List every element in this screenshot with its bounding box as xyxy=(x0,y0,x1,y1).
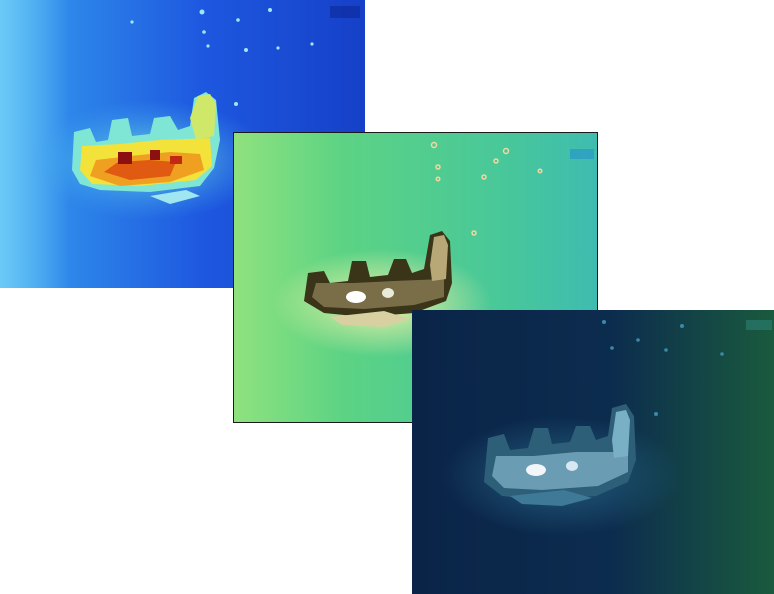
thermal-image-ocean-graphic xyxy=(412,310,774,594)
thermal-image-ocean xyxy=(412,310,774,594)
